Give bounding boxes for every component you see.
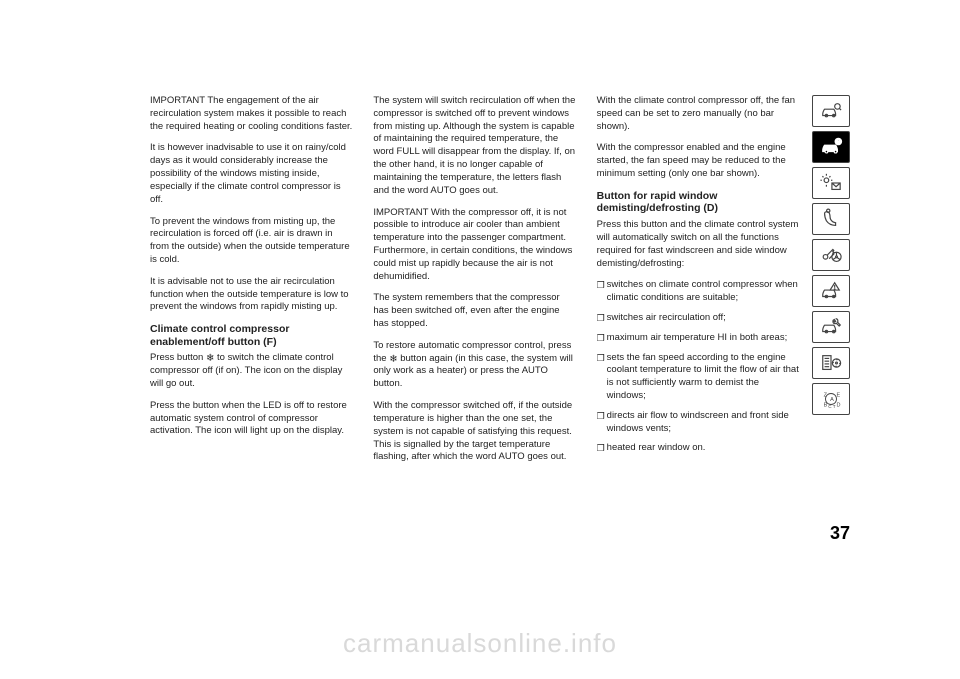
key-wheel-icon xyxy=(819,244,843,266)
index-icon: Z E A B D C T xyxy=(819,388,843,410)
sidebar-tab-safety[interactable] xyxy=(812,167,850,199)
column-2: The system will switch recirculation off… xyxy=(373,95,576,473)
sun-mail-icon xyxy=(819,172,843,194)
list-item: sets the fan speed according to the engi… xyxy=(597,352,800,403)
list-item: switches air recirculation off; xyxy=(597,312,800,325)
car-search-icon xyxy=(819,100,843,122)
paragraph: With the compressor switched off, if the… xyxy=(373,400,576,464)
paragraph: Press this button and the climate contro… xyxy=(597,219,800,270)
paragraph: Press the button when the LED is off to … xyxy=(150,400,353,438)
content-columns: IMPORTANT The engagement of the air reci… xyxy=(150,95,800,473)
sidebar-tab-key-wheel[interactable] xyxy=(812,239,850,271)
paragraph: To restore automatic compressor control,… xyxy=(373,340,576,391)
list-item: maximum air temperature HI in both areas… xyxy=(597,332,800,345)
sidebar-tab-seat[interactable] xyxy=(812,203,850,235)
svg-text:C T: C T xyxy=(828,404,835,409)
list-item: switches on climate control compressor w… xyxy=(597,279,800,305)
list-item: heated rear window on. xyxy=(597,442,800,455)
sidebar-tab-specs[interactable] xyxy=(812,347,850,379)
paragraph: With the climate control compressor off,… xyxy=(597,95,800,133)
paragraph: IMPORTANT With the compressor off, it is… xyxy=(373,207,576,284)
car-info-icon: i xyxy=(819,136,843,158)
paragraph: With the compressor enabled and the engi… xyxy=(597,142,800,180)
paragraph: IMPORTANT The engagement of the air reci… xyxy=(150,95,353,133)
sidebar-tab-search-car[interactable] xyxy=(812,95,850,127)
paragraph: It is advisable not to use the air recir… xyxy=(150,276,353,314)
section-sidebar: i xyxy=(812,95,850,415)
column-3: With the climate control compressor off,… xyxy=(597,95,800,473)
svg-text:E: E xyxy=(837,392,841,398)
manual-page: IMPORTANT The engagement of the air reci… xyxy=(0,0,960,679)
list-item: directs air flow to windscreen and front… xyxy=(597,410,800,436)
text-fragment: button again (in this case, the system w… xyxy=(373,353,573,390)
section-heading: Climate control compressor enablement/of… xyxy=(150,323,353,348)
sidebar-tab-index[interactable]: Z E A B D C T xyxy=(812,383,850,415)
paragraph: The system remembers that the compressor… xyxy=(373,292,576,330)
paragraph: The system will switch recirculation off… xyxy=(373,95,576,198)
page-number: 37 xyxy=(830,523,850,544)
sidebar-tab-warning[interactable] xyxy=(812,275,850,307)
snowflake-icon: ❄ xyxy=(389,355,397,365)
paragraph: It is however inadvisable to use it on r… xyxy=(150,142,353,206)
svg-text:D: D xyxy=(837,402,841,408)
section-heading: Button for rapid window demisting/defros… xyxy=(597,190,800,215)
sidebar-tab-service[interactable] xyxy=(812,311,850,343)
sidebar-tab-knowing-car[interactable]: i xyxy=(812,131,850,163)
bullet-list: switches on climate control compressor w… xyxy=(597,279,800,455)
svg-text:A: A xyxy=(830,397,834,403)
text-fragment: Press button xyxy=(150,352,206,363)
car-warning-icon xyxy=(819,280,843,302)
specs-icon xyxy=(819,352,843,374)
paragraph: To prevent the windows from misting up, … xyxy=(150,216,353,267)
car-wrench-icon xyxy=(819,316,843,338)
column-1: IMPORTANT The engagement of the air reci… xyxy=(150,95,353,473)
seat-icon xyxy=(819,208,843,230)
paragraph: Press button ❄ to switch the climate con… xyxy=(150,352,353,390)
watermark: carmanualsonline.info xyxy=(0,628,960,659)
